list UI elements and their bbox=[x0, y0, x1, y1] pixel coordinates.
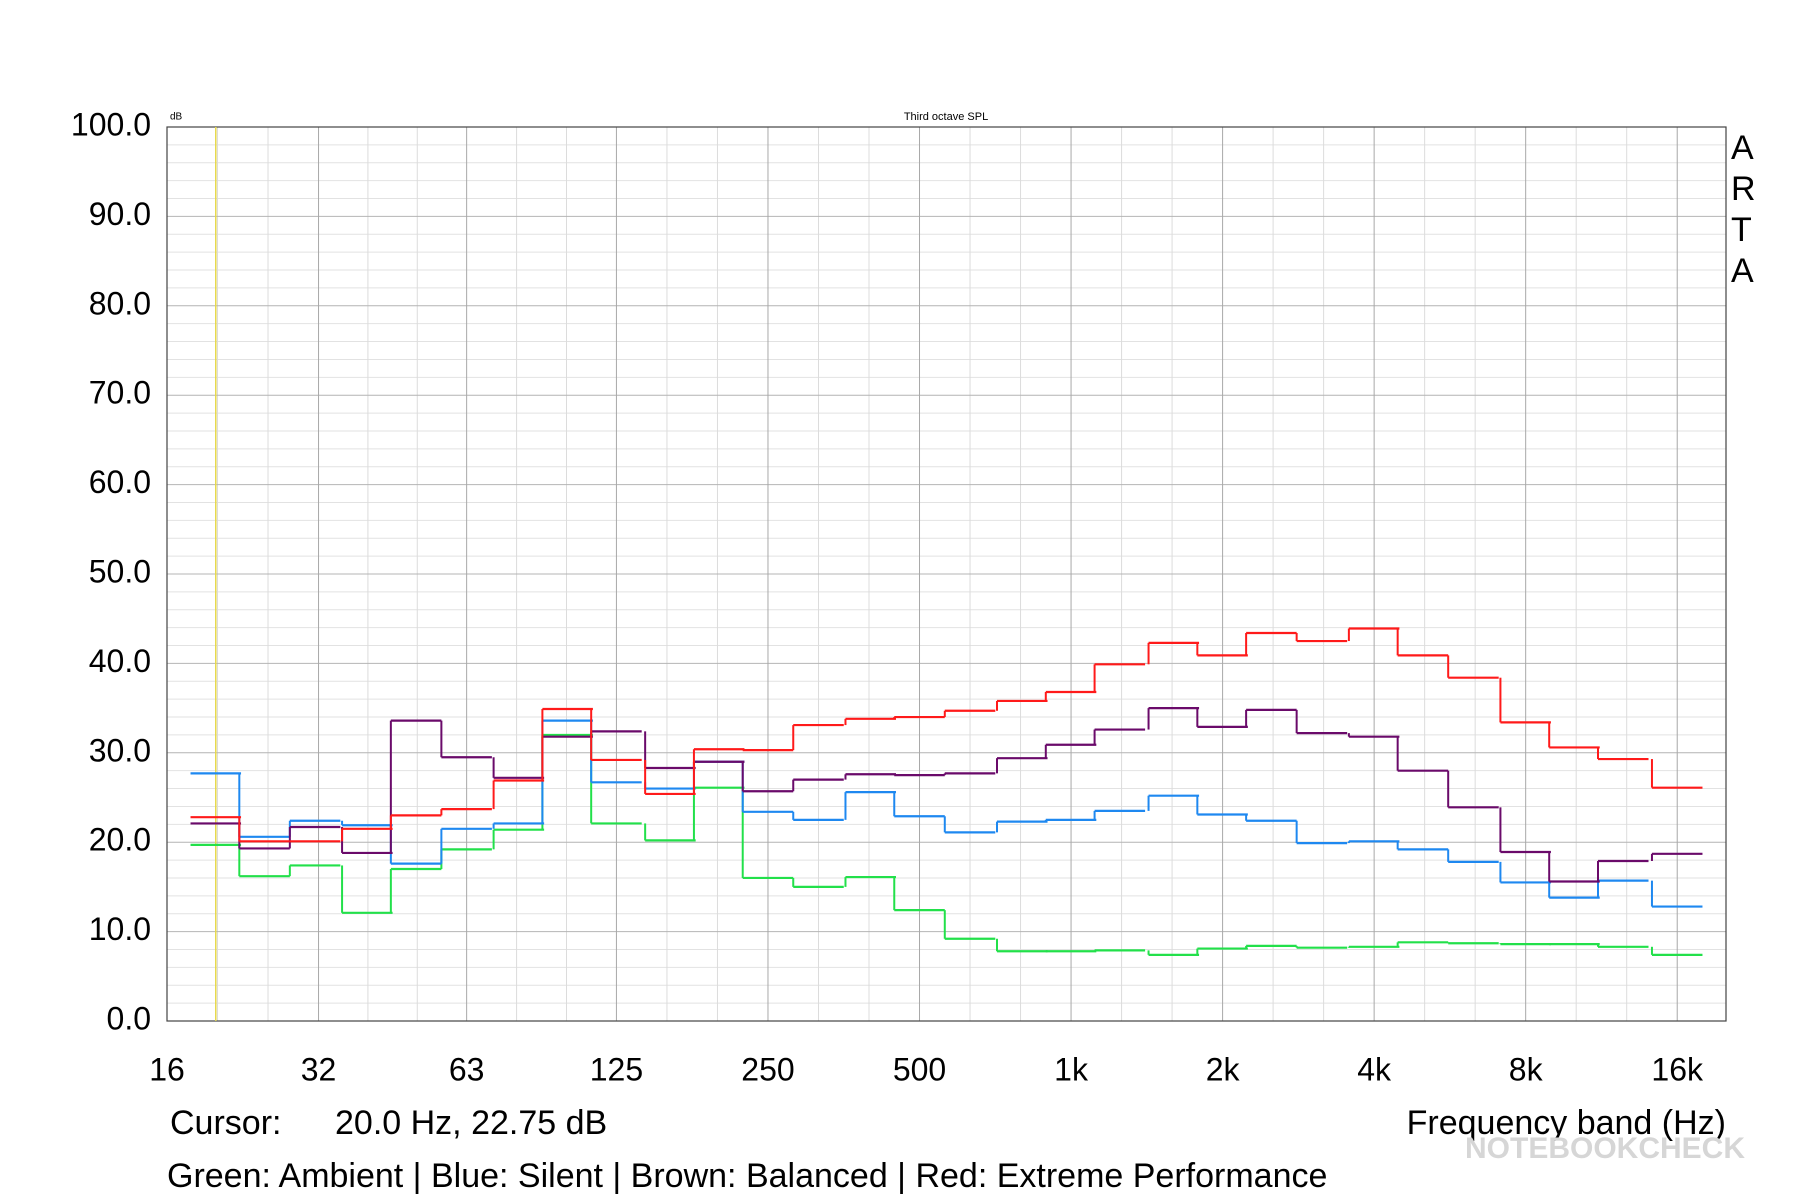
watermark: NOTEBOOKCHECK bbox=[1465, 1132, 1745, 1165]
x-tick-label: 32 bbox=[301, 1051, 337, 1087]
y-tick-label: 0.0 bbox=[107, 1000, 151, 1036]
brand: ARTA bbox=[1731, 129, 1756, 290]
y-tick-label: 30.0 bbox=[89, 732, 151, 768]
y-tick-label: 60.0 bbox=[89, 464, 151, 500]
series bbox=[190, 719, 1703, 908]
cursor-label: Cursor: bbox=[170, 1104, 281, 1142]
x-axis-label: Frequency band (Hz) bbox=[1407, 1104, 1726, 1142]
y-unit: dB bbox=[170, 112, 183, 123]
y-tick-label: 40.0 bbox=[89, 643, 151, 679]
series bbox=[190, 733, 1703, 956]
y-tick-label: 50.0 bbox=[89, 553, 151, 589]
x-tick-label: 16 bbox=[149, 1051, 185, 1087]
y-tick-label: 70.0 bbox=[89, 375, 151, 411]
x-tick-label: 8k bbox=[1509, 1051, 1544, 1087]
x-tick-label: 125 bbox=[590, 1051, 643, 1087]
y-tick-label: 80.0 bbox=[89, 285, 151, 321]
cursor-value: 20.0 Hz, 22.75 dB bbox=[335, 1104, 607, 1142]
x-tick-label: 2k bbox=[1206, 1051, 1241, 1087]
caption: Green: Ambient | Blue: Silent | Brown: B… bbox=[167, 1157, 1327, 1195]
y-tick-label: 10.0 bbox=[89, 911, 151, 947]
x-tick-label: 16k bbox=[1651, 1051, 1704, 1087]
x-tick-label: 4k bbox=[1357, 1051, 1392, 1087]
series bbox=[190, 627, 1703, 843]
x-tick-label: 250 bbox=[741, 1051, 794, 1087]
y-tick-label: 20.0 bbox=[89, 822, 151, 858]
x-tick-label: 63 bbox=[449, 1051, 485, 1087]
y-tick-label: 90.0 bbox=[89, 196, 151, 232]
plot-frame bbox=[166, 126, 1727, 1022]
chart-title: Third octave SPL bbox=[904, 111, 988, 123]
grid bbox=[166, 126, 1726, 1022]
series bbox=[190, 706, 1703, 883]
x-tick-label: 1k bbox=[1054, 1051, 1089, 1087]
x-tick-label: 500 bbox=[893, 1051, 946, 1087]
y-tick-label: 100.0 bbox=[71, 106, 151, 142]
